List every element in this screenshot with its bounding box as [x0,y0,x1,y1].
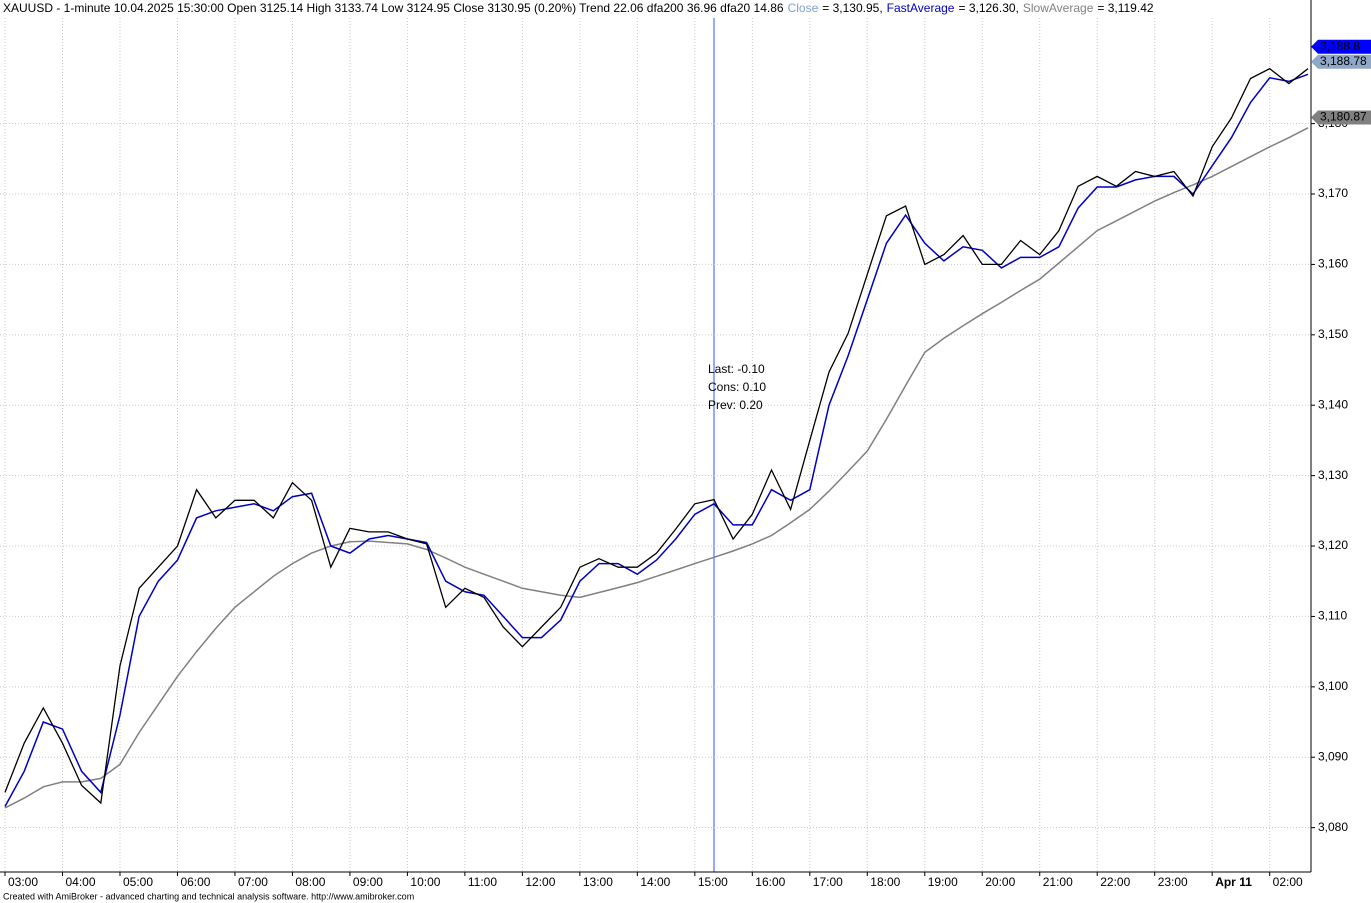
x-tick-label: 09:00 [353,875,383,889]
price-tag-label: 3,180.87 [1320,110,1367,124]
x-tick-label: 12:00 [525,875,555,889]
x-tick-label: 21:00 [1043,875,1073,889]
x-tick-label: 17:00 [813,875,843,889]
x-tick-label: 18:00 [870,875,900,889]
x-tick-label: 06:00 [180,875,210,889]
y-tick-label: 3,110 [1318,609,1347,623]
series-line [4,73,1309,807]
x-tick-label: 03:00 [8,875,38,889]
x-tick-label: 16:00 [755,875,785,889]
x-tick-label: 15:00 [698,875,728,889]
price-tag [1311,39,1371,54]
legend-value: = 3,126.30, [958,1,1018,15]
y-tick-label: 3,130 [1318,468,1348,482]
chart-title: XAUUSD - 1-minute 10.04.2025 15:30:00 Op… [3,1,1154,15]
y-tick-label: 3,080 [1318,820,1348,834]
price-tag [1311,54,1371,69]
title-text: XAUUSD - 1-minute 10.04.2025 15:30:00 Op… [3,1,784,15]
x-tick-label: 08:00 [295,875,325,889]
legend-name: SlowAverage [1023,1,1094,15]
x-tick-label: Apr 11 [1215,875,1252,889]
x-tick-label: 02:00 [1273,875,1303,889]
series-line [4,127,1309,809]
y-tick-label: 3,150 [1318,327,1348,341]
x-tick-label: 04:00 [65,875,95,889]
y-tick-label: 3,170 [1318,186,1348,200]
price-tag-label: 3,188.78 [1320,54,1367,68]
y-tick-label: 3,120 [1318,538,1348,552]
x-tick-label: 05:00 [123,875,153,889]
legend-value: = 3,130.95, [822,1,882,15]
y-tick-label: 3,140 [1318,397,1348,411]
annotation: Prev: 0.20 [708,398,763,412]
x-tick-label: 07:00 [238,875,268,889]
x-tick-label: 10:00 [410,875,440,889]
footer: Created with AmiBroker - advanced charti… [3,891,414,901]
legend-value: = 3,119.42 [1097,1,1153,15]
annotation: Last: -0.10 [708,362,765,376]
price-tag [1311,110,1371,125]
x-tick-label: 20:00 [985,875,1015,889]
y-tick-label: 3,160 [1318,257,1348,271]
legend-name: FastAverage [887,1,955,15]
legend-name: Close [788,1,819,15]
x-tick-label: 14:00 [640,875,670,889]
y-tick-label: 3,100 [1318,679,1348,693]
x-tick-label: 19:00 [928,875,958,889]
x-tick-label: 23:00 [1158,875,1188,889]
y-tick-label: 3,090 [1318,749,1348,763]
price-tag-label: 3,188.8 [1320,39,1360,53]
x-tick-label: 11:00 [468,875,497,889]
series-line [4,67,1309,805]
annotation: Cons: 0.10 [708,380,766,394]
x-tick-label: 13:00 [583,875,613,889]
x-tick-label: 22:00 [1100,875,1130,889]
